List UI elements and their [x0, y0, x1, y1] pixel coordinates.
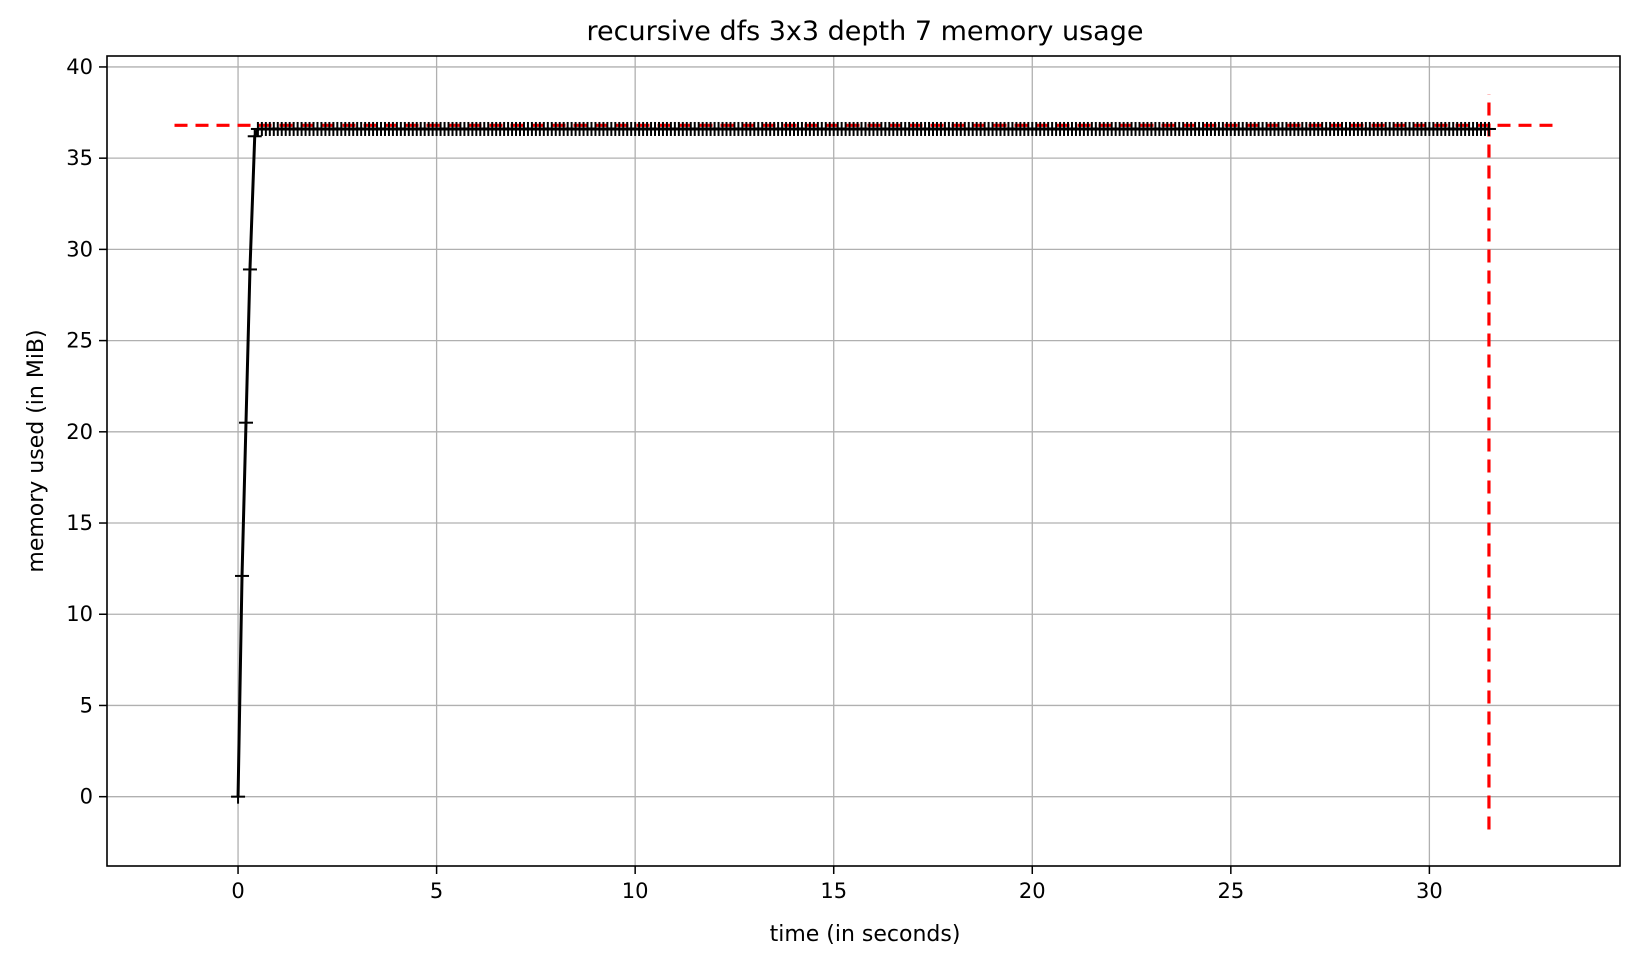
x-tick-label: 5: [430, 879, 443, 903]
y-tick-label: 15: [66, 511, 93, 535]
y-tick-label: 0: [80, 785, 93, 809]
series: [231, 121, 1496, 804]
x-tick-label: 25: [1217, 879, 1244, 903]
y-tick-label: 20: [66, 420, 93, 444]
x-axis-label: time (in seconds): [770, 922, 961, 947]
chart-title: recursive dfs 3x3 depth 7 memory usage: [587, 16, 1144, 47]
data-point-marker: [247, 129, 262, 144]
data-point-marker: [1481, 121, 1496, 136]
data-point-marker: [238, 415, 253, 430]
y-tick-label: 30: [66, 237, 93, 261]
plot-frame: [106, 55, 1621, 867]
y-tick-label: 10: [66, 602, 93, 626]
y-tick-label: 5: [80, 693, 93, 717]
y-tick-label: 25: [66, 329, 93, 353]
x-tick-label: 0: [231, 879, 244, 903]
y-tick-label: 40: [66, 55, 93, 79]
data-point-marker: [242, 262, 257, 277]
x-tick-label: 10: [622, 879, 649, 903]
x-tick-label: 15: [820, 879, 847, 903]
reference-lines: [174, 94, 1553, 830]
y-tick-label: 35: [66, 146, 93, 170]
ticks: 0 5 10 15 20 25 30 0 5 10 15 20 25 30 35 40: [66, 55, 1442, 903]
y-axis-label: memory used (in MiB): [24, 329, 49, 572]
data-point-marker: [231, 789, 246, 804]
grid: [107, 56, 1620, 866]
x-tick-label: 20: [1019, 879, 1046, 903]
x-tick-label: 30: [1416, 879, 1443, 903]
data-point-marker: [235, 568, 250, 583]
